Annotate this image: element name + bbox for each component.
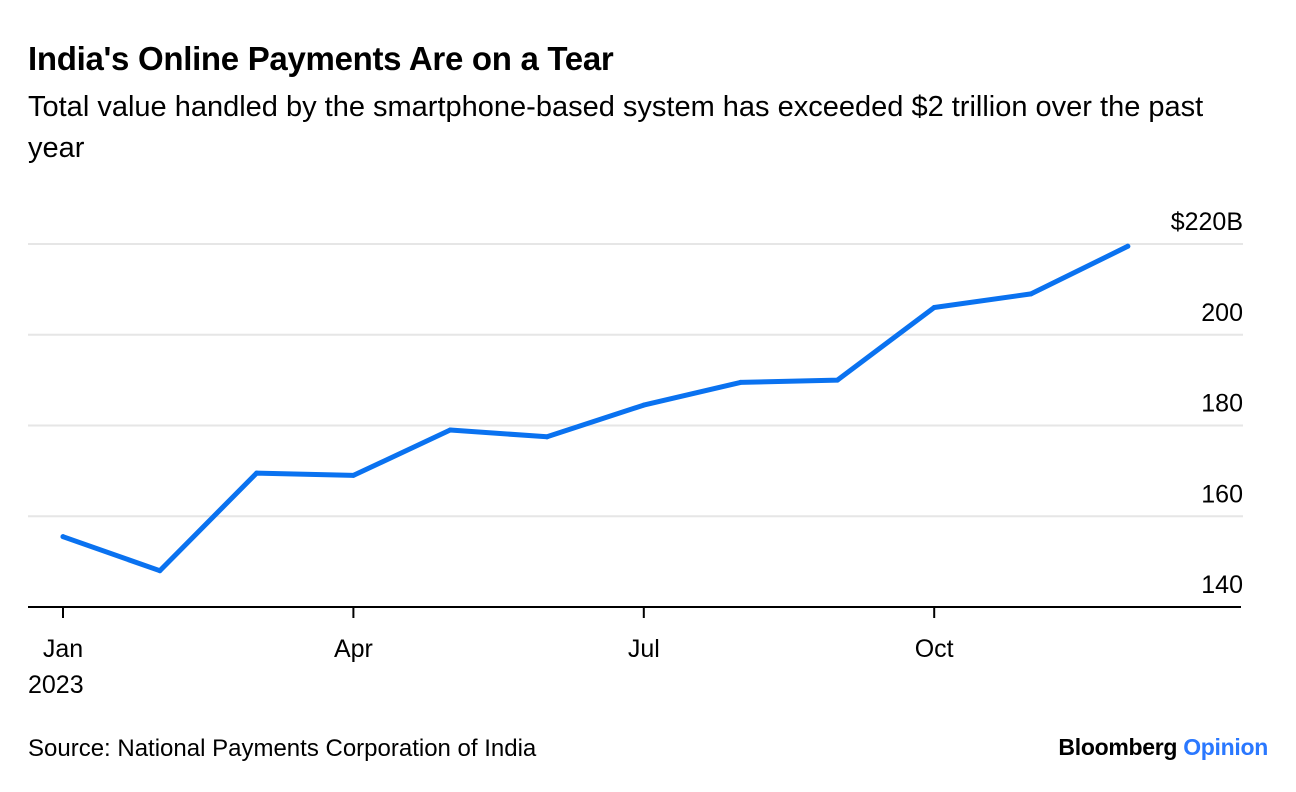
x-tick-label-jan: Jan xyxy=(43,635,83,663)
brand-name: Bloomberg xyxy=(1058,734,1178,760)
gridlines xyxy=(28,243,1243,518)
brand-suffix: Opinion xyxy=(1183,734,1268,760)
x-tick-label-oct: Oct xyxy=(915,635,954,663)
chart-title: India's Online Payments Are on a Tear xyxy=(28,40,614,77)
x-axis-ticks: Jan 2023 Apr Jul Oct xyxy=(28,607,954,699)
data-point-9 xyxy=(931,305,937,311)
data-point-2 xyxy=(254,470,260,476)
x-tick-label-apr: Apr xyxy=(334,635,373,663)
data-point-6 xyxy=(641,402,647,408)
data-point-4 xyxy=(447,427,453,433)
data-point-0 xyxy=(60,534,66,540)
y-axis-labels: $220B 200 180 160 140 xyxy=(1171,208,1243,599)
x-tick-label-jul: Jul xyxy=(628,635,660,663)
series-line-0 xyxy=(60,243,1131,574)
data-point-8 xyxy=(834,377,840,383)
data-point-5 xyxy=(544,434,550,440)
y-tick-label-200: 200 xyxy=(1201,299,1243,327)
data-point-11 xyxy=(1125,243,1131,249)
data-point-1 xyxy=(157,568,163,574)
y-tick-label-180: 180 xyxy=(1201,390,1243,418)
y-tick-label-220: $220B xyxy=(1171,208,1243,236)
brand-logo: Bloomberg Opinion xyxy=(1058,734,1268,761)
source-note: Source: National Payments Corporation of… xyxy=(28,735,537,762)
chart-subtitle: Total value handled by the smartphone-ba… xyxy=(28,91,1204,164)
data-point-10 xyxy=(1028,291,1034,297)
series-lines xyxy=(60,243,1131,574)
y-tick-label-140: 140 xyxy=(1201,571,1243,599)
data-point-7 xyxy=(738,379,744,385)
data-point-3 xyxy=(350,472,356,478)
y-tick-label-160: 160 xyxy=(1201,480,1243,508)
x-tick-sublabel-year: 2023 xyxy=(28,671,84,699)
